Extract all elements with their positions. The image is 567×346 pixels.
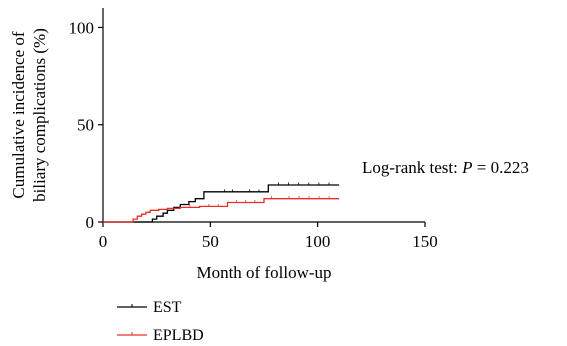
x-tick-label-100: 100 bbox=[305, 232, 331, 251]
x-tick-label-50: 50 bbox=[202, 232, 219, 251]
y-tick-label-100: 100 bbox=[69, 18, 95, 37]
logrank-prefix: Log-rank test: bbox=[362, 158, 462, 177]
x-ticks: 0 50 100 150 bbox=[99, 222, 438, 251]
legend-label-eplbd: EPLBD bbox=[153, 327, 204, 344]
series-line-eplbd bbox=[103, 198, 340, 223]
legend-label-est: EST bbox=[153, 299, 182, 316]
logrank-annotation: Log-rank test: P = 0.223 bbox=[362, 158, 529, 177]
legend: EST EPLBD bbox=[117, 299, 204, 344]
x-tick-label-150: 150 bbox=[412, 232, 438, 251]
series-layer bbox=[103, 182, 340, 223]
legend-item-eplbd: EPLBD bbox=[117, 327, 204, 344]
logrank-value: = 0.223 bbox=[472, 158, 528, 177]
x-axis-title: Month of follow-up bbox=[196, 263, 331, 282]
x-tick-label-0: 0 bbox=[99, 232, 108, 251]
axes bbox=[102, 8, 425, 223]
logrank-p-symbol: P bbox=[461, 158, 472, 177]
y-tick-label-50: 50 bbox=[77, 116, 94, 135]
y-axis-title-line-2: biliary complications (%) bbox=[30, 28, 49, 202]
y-axis-title-line-1: Cumulative incidence of bbox=[9, 31, 28, 198]
y-ticks: 0 50 100 bbox=[69, 18, 103, 232]
legend-item-est: EST bbox=[117, 299, 182, 316]
y-tick-label-0: 0 bbox=[86, 213, 95, 232]
